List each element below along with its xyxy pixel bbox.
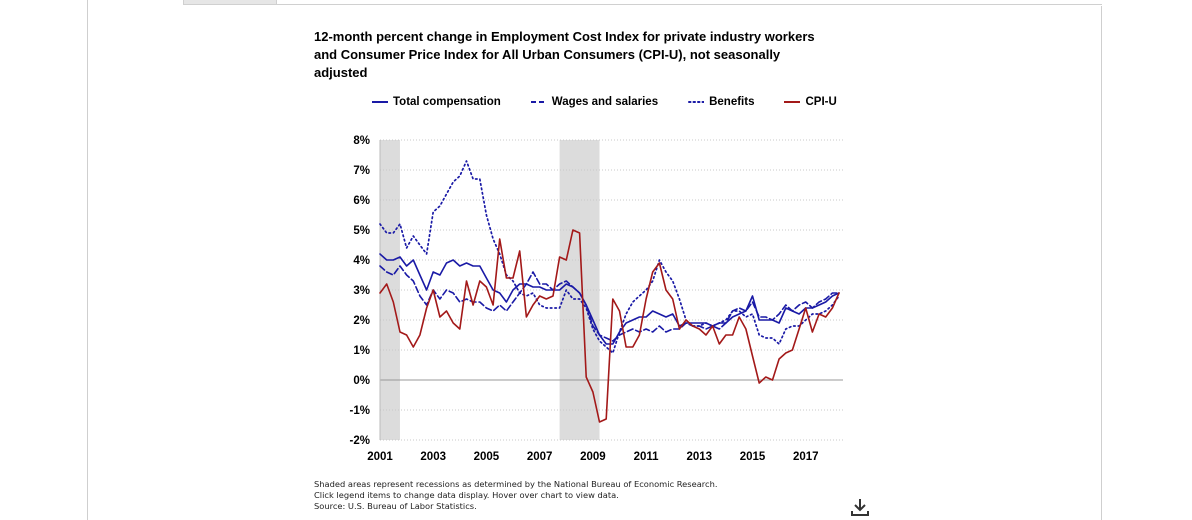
- legend-label: Benefits: [709, 96, 755, 108]
- x-tick-label: 2007: [527, 451, 553, 463]
- x-tick-label: 2013: [687, 451, 713, 463]
- legend-swatch-solid-red: [784, 101, 801, 103]
- legend-label: Wages and salaries: [551, 96, 659, 108]
- download-icon[interactable]: [850, 497, 870, 517]
- y-tick-label: 0%: [353, 375, 370, 387]
- series-line-cpi-u[interactable]: [379, 229, 840, 423]
- legend-swatch-dotted-blue: [688, 101, 705, 103]
- series-line-wages-and-salaries[interactable]: [379, 265, 840, 342]
- series-line-benefits[interactable]: [379, 160, 840, 354]
- y-tick-label: 8%: [353, 135, 370, 147]
- page-frame-top: [183, 4, 1102, 5]
- legend-item-cpi-u[interactable]: CPI-U: [784, 96, 837, 108]
- y-tick-label: -2%: [350, 435, 370, 447]
- x-tick-label: 2005: [474, 451, 500, 463]
- chart-legend: Total compensation Wages and salaries Be…: [372, 96, 867, 108]
- y-tick-label: -1%: [350, 405, 370, 417]
- legend-item-total-compensation[interactable]: Total compensation: [372, 96, 501, 108]
- y-tick-label: 5%: [353, 225, 370, 237]
- chart-notes: Shaded areas represent recessions as det…: [314, 479, 717, 512]
- x-tick-label: 2003: [420, 451, 446, 463]
- x-tick-label: 2009: [580, 451, 606, 463]
- legend-swatch-solid-blue: [372, 101, 388, 103]
- note-interaction: Click legend items to change data displa…: [314, 490, 619, 500]
- y-tick-label: 1%: [353, 345, 370, 357]
- legend-label: Total compensation: [393, 96, 501, 108]
- y-tick-label: 6%: [353, 195, 370, 207]
- x-tick-label: 2011: [634, 451, 660, 463]
- legend-label: CPI-U: [805, 96, 837, 108]
- legend-item-benefits[interactable]: Benefits: [688, 96, 754, 108]
- y-tick-label: 3%: [353, 285, 370, 297]
- tab-stub[interactable]: [183, 0, 277, 5]
- page-frame-left: [87, 0, 88, 520]
- page-frame-right: [1101, 6, 1102, 520]
- legend-item-wages-and-salaries[interactable]: Wages and salaries: [530, 96, 659, 108]
- note-source: Source: U.S. Bureau of Labor Statistics.: [314, 501, 477, 511]
- line-chart[interactable]: 8% 7% 6% 5% 4% 3% 2% 1% 0% -1% -2% 2001 2003 2005 2007…: [340, 130, 860, 470]
- chart-title: 12-month percent change in Employment Co…: [314, 29, 815, 80]
- y-tick-label: 4%: [353, 255, 370, 267]
- series-line-total-compensation[interactable]: [379, 253, 840, 345]
- note-recessions: Shaded areas represent recessions as det…: [314, 479, 718, 489]
- y-tick-label: 2%: [353, 315, 370, 327]
- legend-swatch-dashed-blue: [530, 101, 547, 103]
- y-tick-label: 7%: [353, 165, 370, 177]
- x-tick-label: 2015: [740, 451, 766, 463]
- x-tick-label: 2001: [367, 451, 393, 463]
- x-tick-label: 2017: [793, 451, 819, 463]
